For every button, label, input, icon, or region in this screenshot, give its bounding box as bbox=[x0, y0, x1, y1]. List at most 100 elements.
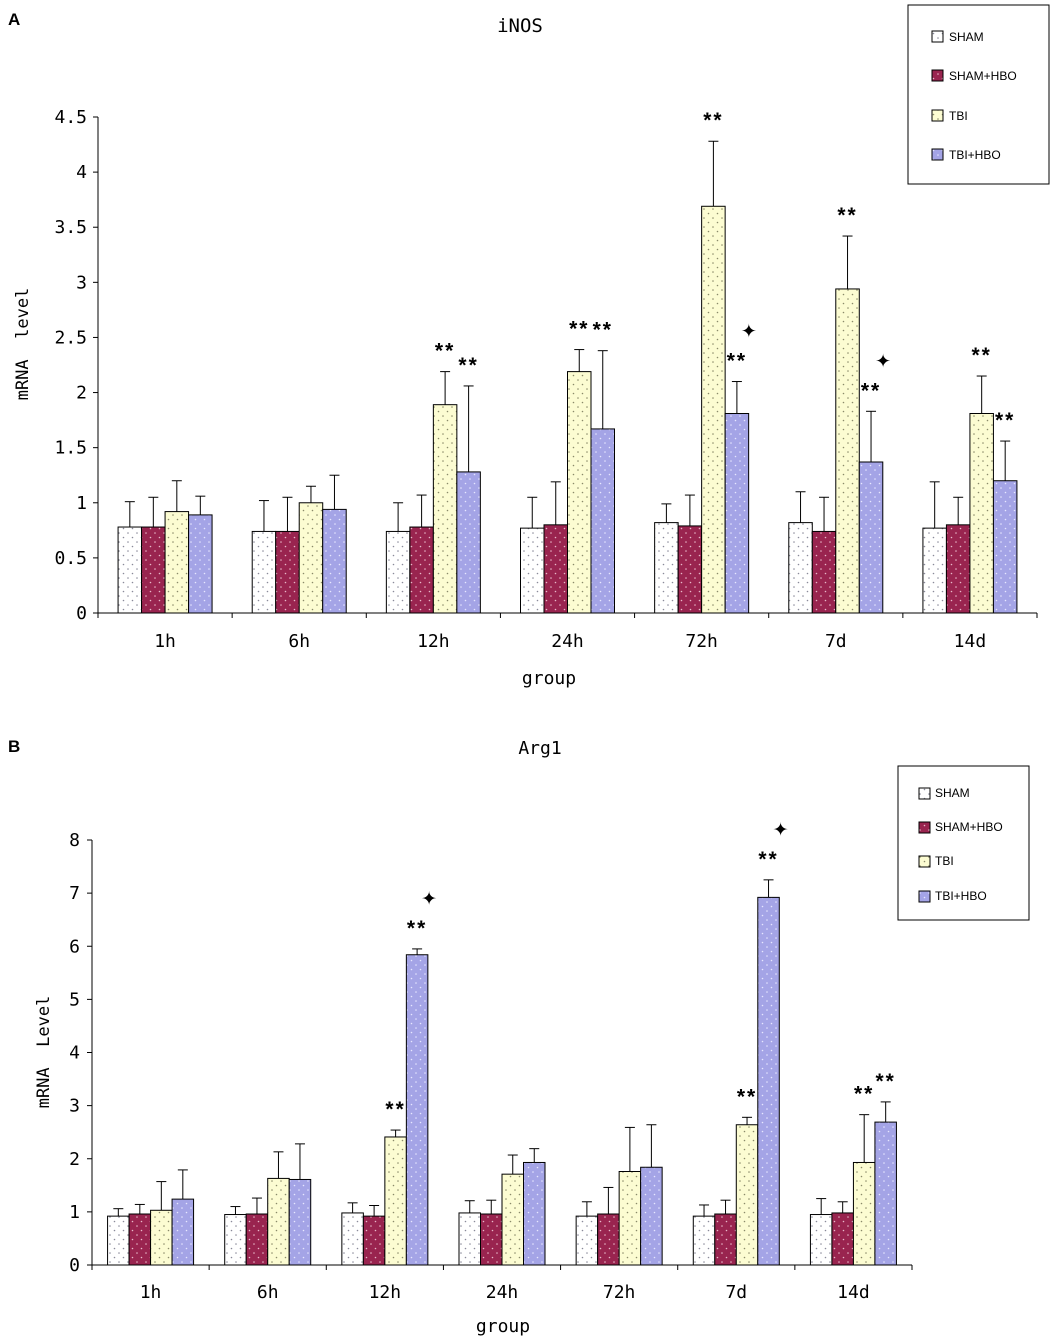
chart-a-bar-sham-hbo-24h bbox=[543, 524, 568, 614]
chart-a-xlabel: group bbox=[522, 668, 576, 689]
chart-b-bar-tbi-hbo-6h bbox=[288, 1178, 312, 1266]
chart-a-ytick-label: 0.5 bbox=[54, 548, 87, 569]
chart-b-bar-tbi-hbo-7d bbox=[757, 896, 780, 1266]
chart-b-ytick-label: 6 bbox=[69, 936, 80, 957]
chart-a-plot: 0 0.5 1 1.5 2 2.5 3 3.5 4 4.5 1h 6h 12h 24h 72h 7d 14d **… bbox=[54, 107, 1038, 652]
chart-b-bar-tbi-1h bbox=[150, 1209, 173, 1266]
legend-b-swatch-sham-hbo bbox=[918, 821, 931, 834]
chart-b-xlabel: group bbox=[476, 1316, 530, 1337]
chart-a-bar-tbi-24h bbox=[567, 371, 592, 614]
chart-a-ytick-label: 4 bbox=[76, 162, 87, 183]
chart-b-title: Arg1 bbox=[518, 738, 561, 759]
chart-b-ytick-label: 4 bbox=[69, 1043, 80, 1064]
chart-b-bar-tbi-6h bbox=[267, 1177, 290, 1266]
legend-a-swatch-tbi-hbo bbox=[931, 148, 944, 161]
chart-a-bar-sham-hbo-14d bbox=[945, 524, 971, 614]
legend-b-swatch-tbi bbox=[918, 855, 931, 868]
chart-a-category-label: 7d bbox=[825, 631, 847, 652]
chart-a-ytick-label: 2 bbox=[76, 383, 87, 404]
chart-b-bar-tbi-hbo-12h bbox=[405, 954, 429, 1266]
chart-a-bar-tbi-hbo-1h bbox=[188, 514, 213, 614]
chart-b-significance-stars: ** bbox=[854, 1083, 874, 1106]
chart-b-category-label: 12h bbox=[369, 1282, 402, 1303]
chart-a-title: iNOS bbox=[497, 15, 543, 37]
chart-b-bar-sham-24h bbox=[458, 1212, 481, 1266]
chart-a-category-label: 14d bbox=[954, 631, 987, 652]
chart-a-category-label: 12h bbox=[417, 631, 450, 652]
chart-a-significance-marker: ✦ bbox=[875, 351, 891, 372]
chart-a-category-label: 24h bbox=[551, 631, 584, 652]
chart-a-bar-sham-hbo-6h bbox=[275, 530, 300, 614]
chart-a-bar-tbi-72h bbox=[701, 205, 726, 614]
chart-b-ytick-label: 8 bbox=[69, 830, 80, 851]
chart-a-bar-tbi-hbo-12h bbox=[456, 471, 481, 614]
chart-a-bar-tbi-12h bbox=[432, 404, 458, 614]
chart-b-category-label: 7d bbox=[725, 1282, 747, 1303]
chart-b-ytick-label: 3 bbox=[69, 1096, 80, 1117]
chart-b-ytick-label: 1 bbox=[69, 1202, 80, 1223]
legend-a-label-sham-hbo: SHAM+HBO bbox=[949, 69, 1017, 83]
chart-a-bar-sham-7d bbox=[788, 522, 813, 614]
chart-a-bar-tbi-14d bbox=[969, 412, 994, 614]
chart-a-significance-stars: ** bbox=[435, 340, 455, 363]
chart-b-bar-tbi-12h bbox=[384, 1136, 407, 1266]
legend-a-swatch-sham-hbo bbox=[931, 69, 944, 82]
chart-a-bar-sham-6h bbox=[251, 530, 277, 614]
chart-b-bar-sham-14d bbox=[809, 1214, 833, 1266]
chart-a-category-label: 6h bbox=[288, 631, 310, 652]
chart-b-category-label: 1h bbox=[140, 1282, 162, 1303]
chart-a-significance-stars: ** bbox=[861, 379, 881, 402]
chart-a-bar-tbi-hbo-72h bbox=[724, 412, 750, 614]
chart-a-significance-stars: ** bbox=[727, 350, 747, 373]
chart-b-category-label: 14d bbox=[837, 1282, 870, 1303]
chart-b-bar-sham-7d bbox=[692, 1215, 716, 1266]
chart-b-bar-tbi-24h bbox=[501, 1173, 524, 1266]
chart-b-bar-sham-hbo-72h bbox=[597, 1213, 620, 1266]
chart-b-ytick-label: 7 bbox=[69, 883, 80, 904]
chart-b-bar-sham-hbo-24h bbox=[480, 1213, 503, 1266]
legend-b-label-sham-hbo: SHAM+HBO bbox=[935, 820, 1003, 834]
chart-a-ytick-label: 4.5 bbox=[54, 107, 87, 128]
chart-b-bar-sham-6h bbox=[224, 1214, 247, 1266]
chart-a-significance-stars: ** bbox=[971, 344, 991, 367]
chart-a-significance-stars: ** bbox=[458, 354, 478, 377]
chart-b-legend: SHAM SHAM+HBO TBI TBI+HBO bbox=[897, 765, 1030, 921]
chart-b-significance-stars: ** bbox=[875, 1070, 895, 1093]
chart-a-bar-tbi-6h bbox=[298, 502, 324, 614]
chart-a-significance-stars: ** bbox=[569, 318, 589, 341]
chart-b-significance-stars: ** bbox=[758, 848, 778, 871]
chart-b-bar-tbi-14d bbox=[852, 1161, 876, 1266]
chart-b-bar-sham-hbo-6h bbox=[245, 1213, 269, 1266]
chart-a-bar-tbi-hbo-7d bbox=[858, 461, 884, 614]
chart-b-bar-tbi-hbo-72h bbox=[640, 1166, 663, 1266]
chart-a-ytick-label: 1.5 bbox=[54, 438, 87, 459]
chart-b-significance-stars: ** bbox=[407, 917, 427, 940]
chart-b-category-label: 72h bbox=[603, 1282, 636, 1303]
chart-a-category-label: 72h bbox=[685, 631, 718, 652]
chart-b-bar-tbi-hbo-1h bbox=[171, 1198, 195, 1266]
chart-b-category-label: 24h bbox=[486, 1282, 519, 1303]
chart-b-bar-tbi-hbo-24h bbox=[523, 1161, 546, 1266]
chart-b-bar-tbi-7d bbox=[735, 1124, 759, 1266]
chart-b-ytick-label: 2 bbox=[69, 1149, 80, 1170]
chart-b-bar-sham-12h bbox=[341, 1212, 364, 1266]
chart-a-significance-marker: ✦ bbox=[741, 322, 757, 343]
chart-a-bar-tbi-hbo-14d bbox=[992, 480, 1018, 614]
chart-a-legend: SHAM SHAM+HBO TBI TBI+HBO bbox=[907, 4, 1050, 185]
chart-a-bar-sham-14d bbox=[922, 527, 947, 614]
chart-b-significance-stars: ** bbox=[737, 1085, 757, 1108]
chart-a-bar-tbi-1h bbox=[164, 511, 190, 614]
chart-a-bar-tbi-7d bbox=[835, 288, 860, 614]
chart-a-bar-sham-12h bbox=[385, 530, 411, 614]
chart-b-bar-sham-72h bbox=[575, 1215, 599, 1266]
chart-a-bar-sham-24h bbox=[520, 527, 545, 614]
chart-b-ylabel: mRNA Level bbox=[34, 996, 54, 1109]
legend-a-swatch-tbi bbox=[931, 109, 944, 122]
chart-a-bar-sham-hbo-7d bbox=[811, 530, 837, 614]
legend-b-swatch-tbi-hbo bbox=[918, 890, 931, 903]
chart-a-bar-sham-72h bbox=[654, 522, 679, 614]
chart-a-ytick-label: 3.5 bbox=[54, 217, 87, 238]
panel-b-label: B bbox=[8, 737, 20, 756]
chart-a-ytick-label: 3 bbox=[76, 272, 87, 293]
